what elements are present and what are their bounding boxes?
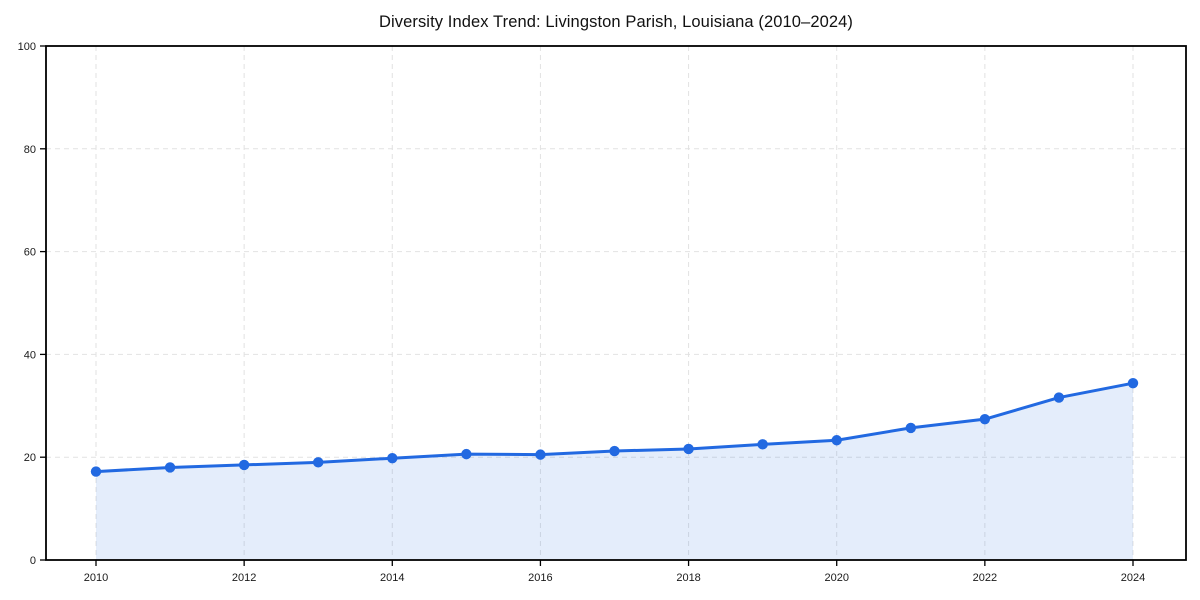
data-point — [609, 445, 620, 457]
series-markers — [90, 377, 1139, 477]
x-tick-label: 2022 — [973, 572, 997, 584]
y-tick-label: 0 — [30, 555, 36, 567]
axis-ticks: 0 20 40 60 80 100 2010 2012 2014 2016 2018 2020 2022… — [18, 41, 1146, 584]
series-area-fill — [96, 383, 1133, 560]
data-point — [238, 459, 250, 471]
chart-title: Diversity Index Trend: Livingston Parish… — [378, 13, 854, 31]
x-tick-label: 2012 — [232, 572, 256, 584]
y-tick-label: 20 — [24, 452, 36, 464]
data-point — [313, 457, 324, 468]
data-point — [831, 435, 842, 446]
y-tick-label: 80 — [24, 144, 36, 156]
y-tick-label: 60 — [24, 247, 36, 259]
data-point — [387, 453, 398, 464]
x-tick-label: 2024 — [1121, 572, 1145, 584]
x-tick-label: 2016 — [528, 572, 552, 584]
data-point — [535, 449, 546, 460]
data-point — [683, 443, 694, 455]
data-point — [1053, 392, 1065, 403]
x-tick-label: 2014 — [380, 572, 404, 584]
y-tick-label: 40 — [24, 349, 36, 361]
data-point — [461, 448, 472, 460]
data-point — [979, 413, 991, 425]
x-tick-label: 2018 — [676, 572, 700, 584]
y-tick-label: 100 — [18, 41, 36, 53]
data-point — [1127, 377, 1139, 389]
x-tick-label: 2010 — [84, 572, 108, 584]
data-point — [164, 462, 176, 473]
data-point — [757, 439, 768, 450]
x-tick-label: 2020 — [824, 572, 848, 584]
data-point — [905, 422, 916, 434]
data-point — [90, 466, 102, 477]
plot-frame — [45, 45, 1187, 561]
